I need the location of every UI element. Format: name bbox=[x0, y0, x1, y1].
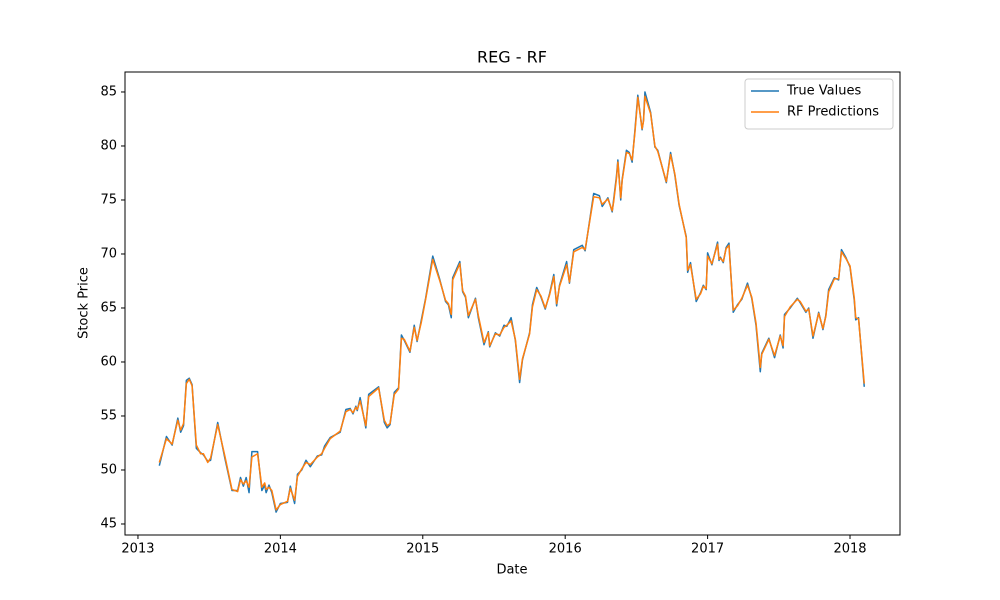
legend-label: True Values bbox=[786, 84, 861, 99]
x-tick-label: 2015 bbox=[406, 542, 439, 557]
y-tick-label: 75 bbox=[100, 192, 117, 207]
x-tick-label: 2018 bbox=[833, 542, 866, 557]
plot-frame bbox=[124, 71, 901, 536]
y-tick-label: 65 bbox=[100, 300, 117, 315]
y-axis-label: Stock Price bbox=[77, 267, 92, 339]
y-tick-label: 45 bbox=[100, 516, 117, 531]
legend-box bbox=[744, 78, 894, 130]
y-tick-label: 60 bbox=[100, 354, 117, 369]
y-tick-label: 50 bbox=[100, 462, 117, 477]
x-axis-label: Date bbox=[496, 563, 527, 578]
x-tick-label: 2017 bbox=[691, 542, 724, 557]
x-tick-label: 2014 bbox=[264, 542, 297, 557]
y-tick-label: 70 bbox=[100, 246, 117, 261]
legend-label: RF Predictions bbox=[787, 105, 879, 120]
y-tick-label: 80 bbox=[100, 138, 117, 153]
legend: True Values RF Predictions bbox=[744, 78, 894, 130]
chart-title: REG - RF bbox=[477, 48, 547, 67]
y-tick-label: 55 bbox=[100, 408, 117, 423]
x-tick-label: 2013 bbox=[121, 542, 154, 557]
y-tick-label: 85 bbox=[100, 84, 117, 99]
data-line bbox=[158, 95, 865, 511]
x-tick-label: 2016 bbox=[549, 542, 582, 557]
